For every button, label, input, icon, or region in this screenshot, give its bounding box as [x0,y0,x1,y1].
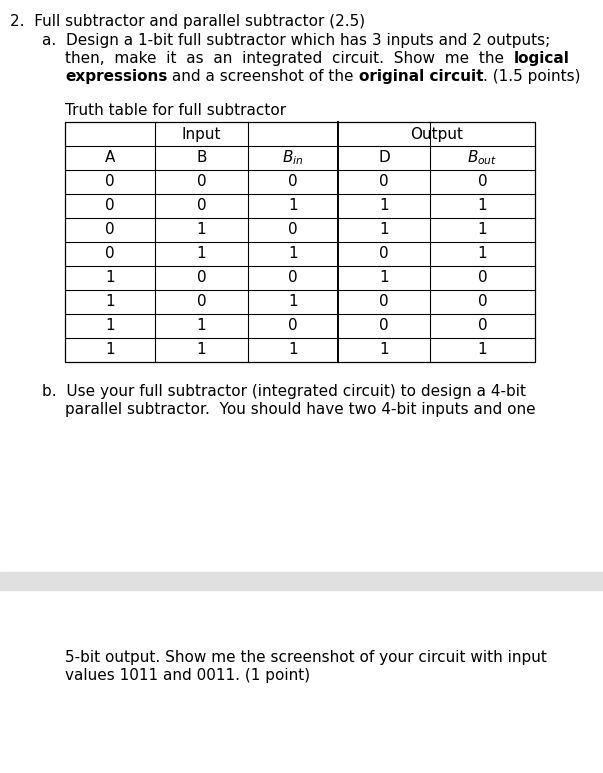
Text: 1: 1 [288,295,298,309]
Bar [65,122,535,362]
Text: 0: 0 [478,271,487,285]
Text: original circuit: original circuit [359,69,483,84]
Text: 0: 0 [288,223,298,237]
Text: 0: 0 [379,295,389,309]
Text: 1: 1 [288,247,298,261]
Text: 1: 1 [478,199,487,213]
Text: 1: 1 [478,223,487,237]
Text: logical: logical [514,51,570,66]
Text: 1: 1 [288,199,298,213]
Text: 1: 1 [105,271,115,285]
Text: $B_{out}$: $B_{out}$ [467,148,497,167]
Text: 0: 0 [478,318,487,333]
Text: parallel subtractor.  You should have two 4-bit inputs and one: parallel subtractor. You should have two… [65,402,535,417]
Text: 0: 0 [478,295,487,309]
Text: 5-bit output. Show me the screenshot of your circuit with input: 5-bit output. Show me the screenshot of … [65,650,547,665]
Text: and a screenshot of the: and a screenshot of the [168,69,359,84]
Text: 0: 0 [105,247,115,261]
Text: 1: 1 [478,342,487,357]
Text: 0: 0 [197,175,206,189]
Text: 0: 0 [197,295,206,309]
Text: 0: 0 [379,318,389,333]
Text: 1: 1 [105,342,115,357]
Text: . (1.5 points): . (1.5 points) [483,69,581,84]
Text: 1: 1 [197,223,206,237]
Text: Output: Output [410,127,463,141]
Text: 1: 1 [105,318,115,333]
Text: 1: 1 [379,223,389,237]
Text: A: A [105,151,115,165]
Text: b.  Use your full subtractor (integrated circuit) to design a 4-bit: b. Use your full subtractor (integrated … [42,384,526,399]
Text: 0: 0 [288,175,298,189]
Text: 0: 0 [379,247,389,261]
Text: D: D [378,151,390,165]
Text: 1: 1 [288,342,298,357]
Text: values 1011 and 0011. (1 point): values 1011 and 0011. (1 point) [65,668,310,683]
Text: 0: 0 [288,318,298,333]
Text: 1: 1 [379,199,389,213]
Text: 0: 0 [105,199,115,213]
Text: 1: 1 [379,342,389,357]
Text: 0: 0 [288,271,298,285]
Text: 0: 0 [478,175,487,189]
Text: B: B [196,151,207,165]
Text: Input: Input [182,127,221,141]
Text: 0: 0 [197,271,206,285]
Text: 1: 1 [197,247,206,261]
Text: 1: 1 [197,342,206,357]
Text: 1: 1 [105,295,115,309]
Text: 0: 0 [197,199,206,213]
Bar [0,572,603,590]
Text: a.  Design a 1-bit full subtractor which has 3 inputs and 2 outputs;: a. Design a 1-bit full subtractor which … [42,33,551,48]
Text: Truth table for full subtractor: Truth table for full subtractor [65,103,286,118]
Text: 1: 1 [478,247,487,261]
Text: 0: 0 [105,175,115,189]
Text: then,  make  it  as  an  integrated  circuit.  Show  me  the: then, make it as an integrated circuit. … [65,51,514,66]
Text: 0: 0 [105,223,115,237]
Text: expressions: expressions [65,69,168,84]
Text: 1: 1 [197,318,206,333]
Text: 0: 0 [379,175,389,189]
Text: 1: 1 [379,271,389,285]
Text: 2.  Full subtractor and parallel subtractor (2.5): 2. Full subtractor and parallel subtract… [10,14,365,29]
Text: $B_{in}$: $B_{in}$ [282,148,304,167]
